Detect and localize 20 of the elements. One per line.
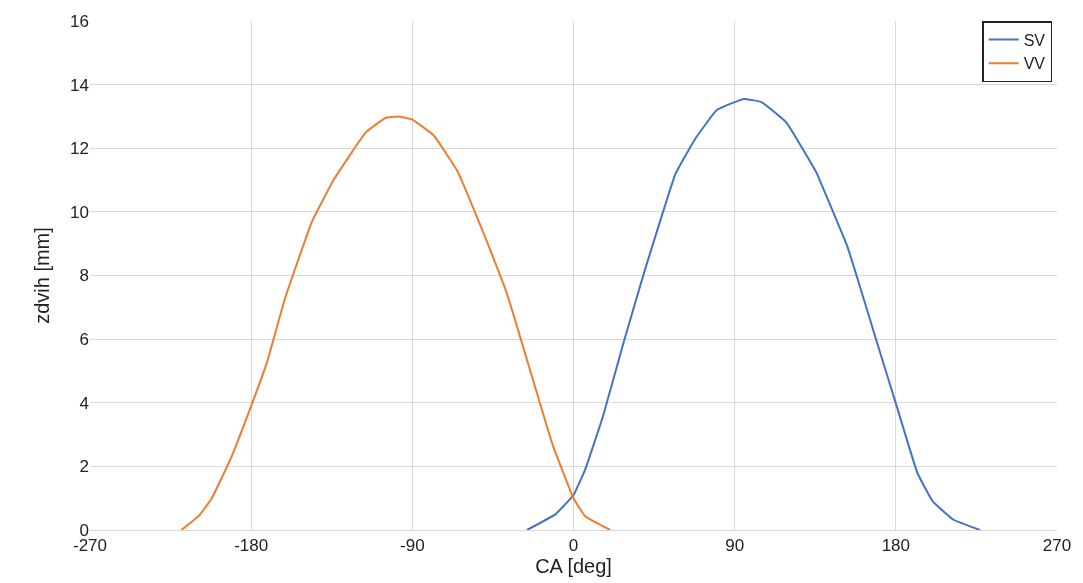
x-tick-label: 270 <box>1042 536 1072 556</box>
legend-label: VV <box>1023 55 1046 73</box>
line-series <box>525 97 981 530</box>
legend-label: SV <box>1023 31 1046 49</box>
x-axis-title: CA [deg] <box>535 555 612 578</box>
y-tick-label: 2 <box>79 457 89 477</box>
y-tick-label: 12 <box>70 139 89 159</box>
y-tick-label: 6 <box>79 330 89 350</box>
x-tick-label: 90 <box>725 536 745 556</box>
y-tick-label: 14 <box>70 75 89 95</box>
y-tick-label: 8 <box>79 266 89 286</box>
y-tick-label: 16 <box>70 11 89 31</box>
x-tick-label: -180 <box>234 536 269 556</box>
line-series <box>180 115 612 530</box>
x-tick-label: 0 <box>568 536 579 556</box>
y-tick-label: 4 <box>79 393 89 413</box>
x-tick-label: 180 <box>881 536 911 556</box>
y-axis-title: zdvih [mm] <box>30 227 53 324</box>
y-tick-label: 10 <box>70 202 89 222</box>
x-tick-label: -90 <box>400 536 425 556</box>
